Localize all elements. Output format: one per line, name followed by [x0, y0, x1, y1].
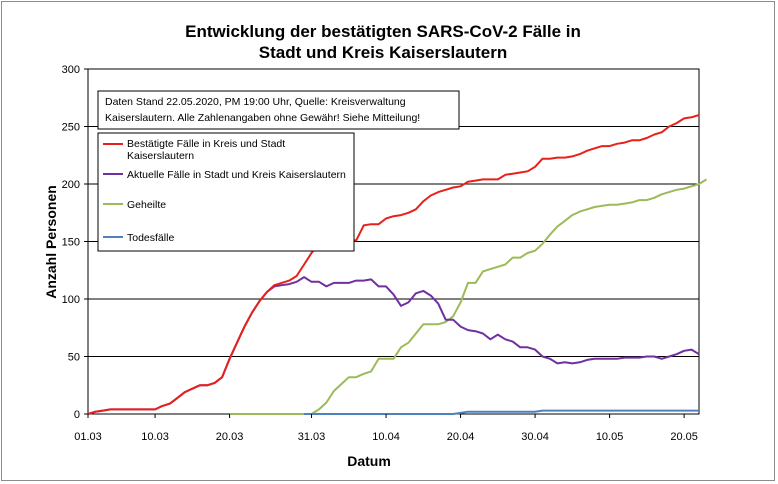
y-axis-label: Anzahl Personen [43, 185, 59, 299]
series-line-3 [304, 409, 699, 415]
legend-label-2: Geheilte [127, 199, 166, 211]
x-tick-label: 10.04 [372, 431, 400, 443]
x-tick-label: 20.05 [670, 431, 698, 443]
legend-label-1: Aktuelle Fälle in Stadt und Kreis Kaiser… [127, 169, 346, 181]
x-axis-ticks: 01.03 10.03 20.03 31.03 10.04 20.04 30.04 10.05… [74, 414, 698, 443]
y-tick-label: 300 [62, 64, 80, 76]
x-tick-label: 30.04 [521, 431, 549, 443]
series-line-1 [87, 276, 700, 415]
series-line-0 [87, 114, 700, 415]
y-tick-label: 250 [62, 122, 80, 134]
y-tick-label: 100 [62, 294, 80, 306]
y-tick-label: 50 [68, 352, 80, 364]
y-tick-label: 150 [62, 237, 80, 249]
x-tick-label: 20.03 [216, 431, 244, 443]
legend: Bestätigte Fälle in Kreis und Stadt Kaise… [97, 132, 355, 252]
annotation-line-1: Daten Stand 22.05.2020, PM 19:00 Uhr, Qu… [105, 96, 406, 108]
annotation-line-2: Kaiserslautern. Alle Zahlenangaben ohne … [105, 112, 420, 124]
y-tick-label: 200 [62, 179, 80, 191]
chart-title-line-2: Stadt und Kreis Kaiserslautern [259, 43, 507, 62]
legend-label-3: Todesfälle [127, 232, 174, 244]
x-tick-label: 20.04 [447, 431, 475, 443]
y-axis-ticks: 0 50 100 150 200 250 300 [62, 64, 88, 421]
chart-title-line-1: Entwicklung der bestätigten SARS-CoV-2 F… [185, 22, 581, 41]
x-tick-label: 10.03 [141, 431, 169, 443]
series-lines [87, 114, 708, 415]
x-tick-label: 31.03 [298, 431, 326, 443]
x-tick-label: 10.05 [596, 431, 624, 443]
x-axis-label: Datum [347, 453, 391, 469]
y-tick-label: 0 [74, 409, 80, 421]
annotation-box: Daten Stand 22.05.2020, PM 19:00 Uhr, Qu… [97, 90, 460, 130]
legend-label-0: Bestätigte Fälle in Kreis und Stadt Kaise… [127, 138, 285, 162]
x-tick-label: 01.03 [74, 431, 102, 443]
